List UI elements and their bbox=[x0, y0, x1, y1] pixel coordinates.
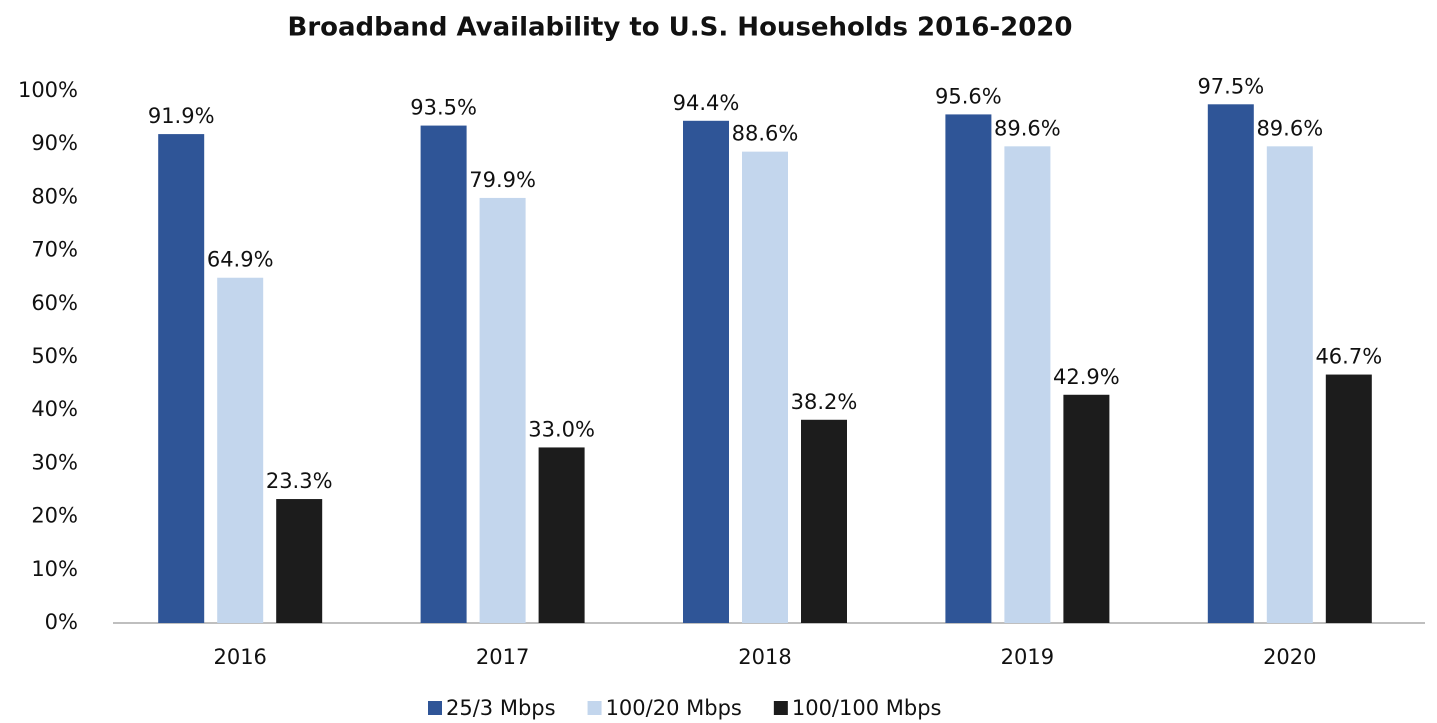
legend-swatch bbox=[773, 701, 788, 715]
value-label: 97.5% bbox=[1197, 74, 1264, 98]
value-label: 64.9% bbox=[207, 248, 274, 272]
y-tick-label: 50% bbox=[31, 344, 78, 368]
bar bbox=[1325, 374, 1372, 623]
legend-label: 100/20 Mbps bbox=[606, 696, 742, 720]
bar bbox=[683, 120, 729, 624]
x-tick-label: 2016 bbox=[213, 645, 266, 669]
bar bbox=[945, 114, 992, 624]
x-tick-label: 2017 bbox=[476, 645, 529, 669]
legend-swatch bbox=[428, 701, 442, 715]
value-label: 91.9% bbox=[148, 104, 215, 128]
bar bbox=[479, 197, 526, 623]
bar bbox=[801, 419, 847, 623]
value-label: 23.3% bbox=[266, 469, 333, 493]
value-label: 89.6% bbox=[994, 116, 1061, 140]
bar bbox=[217, 277, 264, 623]
y-tick-label: 90% bbox=[31, 131, 78, 155]
value-label: 88.6% bbox=[732, 122, 799, 146]
value-label: 33.0% bbox=[528, 417, 595, 441]
chart-title: Broadband Availability to U.S. Household… bbox=[288, 13, 1073, 43]
bar bbox=[420, 125, 467, 623]
value-label: 94.4% bbox=[673, 91, 740, 115]
y-tick-label: 60% bbox=[31, 291, 78, 315]
x-tick-label: 2018 bbox=[738, 645, 791, 669]
y-tick-label: 30% bbox=[31, 450, 78, 474]
x-tick-label: 2020 bbox=[1263, 645, 1316, 669]
y-tick-label: 10% bbox=[31, 557, 78, 581]
bar bbox=[1063, 394, 1110, 623]
value-label: 42.9% bbox=[1053, 365, 1120, 389]
y-tick-label: 100% bbox=[18, 78, 78, 102]
legend-swatch bbox=[587, 701, 602, 715]
y-tick-label: 70% bbox=[31, 238, 78, 262]
bar bbox=[742, 151, 788, 623]
legend-label: 25/3 Mbps bbox=[446, 696, 556, 720]
value-label: 93.5% bbox=[410, 96, 477, 120]
y-tick-label: 80% bbox=[31, 184, 78, 208]
bar bbox=[1004, 146, 1051, 623]
bar bbox=[158, 134, 205, 624]
bar bbox=[1266, 146, 1313, 623]
y-tick-label: 0% bbox=[45, 610, 78, 634]
bar bbox=[538, 447, 585, 623]
bar bbox=[276, 499, 323, 623]
value-label: 79.9% bbox=[469, 168, 536, 192]
value-label: 95.6% bbox=[935, 84, 1002, 108]
y-tick-label: 20% bbox=[31, 504, 78, 528]
x-tick-label: 2019 bbox=[1001, 645, 1054, 669]
y-tick-label: 40% bbox=[31, 397, 78, 421]
bar bbox=[1207, 104, 1254, 624]
value-label: 38.2% bbox=[791, 390, 858, 414]
value-label: 46.7% bbox=[1315, 345, 1382, 369]
legend-label: 100/100 Mbps bbox=[792, 696, 942, 720]
value-label: 89.6% bbox=[1256, 116, 1323, 140]
